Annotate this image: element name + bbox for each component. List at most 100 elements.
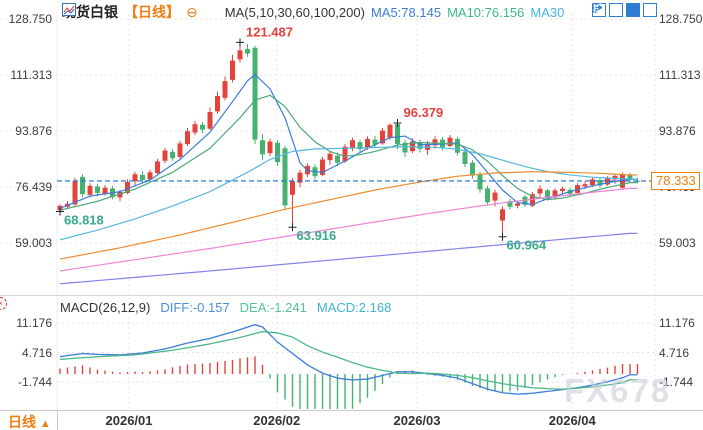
period-selector[interactable]: 日线 ▲ bbox=[8, 412, 51, 430]
ma10-legend: MA10:76.156 bbox=[447, 4, 525, 20]
candle-body bbox=[245, 49, 250, 54]
candle-body bbox=[395, 124, 400, 145]
macd-diff-value: DIFF:-0.157 bbox=[160, 300, 230, 315]
pane-divider[interactable] bbox=[0, 295, 703, 296]
candle-body bbox=[117, 191, 123, 198]
ma-line-ma30 bbox=[59, 146, 638, 241]
price-axis-label-left: 93.876 bbox=[15, 124, 52, 138]
candle-body bbox=[620, 173, 625, 188]
candle-body bbox=[500, 209, 505, 221]
price-axis-label-left: 59.003 bbox=[15, 236, 52, 250]
candle-body bbox=[80, 176, 85, 195]
candle-body bbox=[462, 151, 468, 165]
candle-body bbox=[522, 196, 528, 205]
macd-axis-label-left: 4.716 bbox=[21, 345, 52, 360]
candle-body bbox=[485, 188, 490, 203]
candle-body bbox=[372, 139, 378, 145]
candle-body bbox=[95, 186, 100, 193]
candle-body bbox=[185, 131, 190, 145]
period-selector-label: 日线 bbox=[8, 414, 36, 430]
macd-axis-label-right: 4.716 bbox=[659, 345, 690, 360]
macd-axis-label-left: -1.744 bbox=[17, 375, 52, 389]
candle-body bbox=[402, 142, 408, 153]
candle-body bbox=[447, 137, 453, 147]
price-axis-label-right: 128.750 bbox=[659, 12, 703, 26]
candle-body bbox=[380, 130, 385, 144]
candle-body bbox=[387, 124, 393, 138]
price-axis-label-left: 76.439 bbox=[15, 180, 52, 194]
zoom-out-chart-icon[interactable] bbox=[592, 3, 623, 17]
candle-body bbox=[192, 124, 198, 133]
macd-dea-line bbox=[59, 330, 638, 390]
candle-body bbox=[552, 190, 558, 198]
period-selector-arrow-icon: ▲ bbox=[39, 418, 51, 430]
price-annotation: 60.964 bbox=[507, 238, 548, 253]
candle-body bbox=[365, 138, 370, 148]
candle-body bbox=[275, 142, 280, 163]
candle-body bbox=[282, 148, 288, 206]
candle-body bbox=[102, 187, 108, 194]
price-axis-label-right: 59.003 bbox=[659, 236, 696, 250]
candle-body bbox=[170, 151, 175, 159]
ma-line-ma10 bbox=[59, 94, 638, 211]
watermark: FX678 bbox=[564, 372, 672, 409]
price-annotation: 68.818 bbox=[64, 212, 104, 227]
candle-body bbox=[140, 174, 145, 181]
indicator-chart-icon[interactable] bbox=[62, 3, 219, 20]
time-axis-divider bbox=[0, 410, 703, 411]
ma-line-ma100 bbox=[59, 187, 638, 272]
candle-body bbox=[147, 172, 153, 180]
chart-toolbar bbox=[592, 3, 657, 17]
collapse-indicator-icon[interactable]: ⊖ bbox=[186, 4, 198, 20]
candle-body bbox=[72, 181, 78, 205]
price-axis-label-right: 93.876 bbox=[659, 124, 696, 138]
candle-body bbox=[215, 95, 220, 112]
candle-body bbox=[237, 50, 243, 60]
candle-body bbox=[132, 174, 138, 182]
candle-body bbox=[207, 111, 213, 129]
price-axis-label-left: 111.313 bbox=[10, 68, 52, 82]
ma30-legend: MA30 bbox=[530, 4, 565, 20]
candle-body bbox=[537, 188, 543, 194]
candle-body bbox=[252, 47, 258, 140]
candle-body bbox=[627, 174, 633, 181]
price-annotation: 96.379 bbox=[404, 105, 444, 120]
candle-body bbox=[162, 150, 168, 161]
candle-body bbox=[87, 185, 93, 195]
time-axis-label: 2026/01 bbox=[105, 413, 153, 428]
candle-body bbox=[612, 175, 618, 180]
candle-body bbox=[290, 181, 295, 195]
ma-settings-label[interactable]: MA(5,10,30,60,100,200) bbox=[224, 4, 365, 20]
candle-body bbox=[470, 162, 475, 176]
macd-axis-label-right: 11.176 bbox=[659, 316, 695, 330]
macd-header: MACD(26,12,9) DIFF:-0.157 DEA:-1.241 MAC… bbox=[60, 300, 391, 315]
candle-body bbox=[342, 146, 348, 162]
candle-body bbox=[417, 142, 423, 149]
candle-body bbox=[177, 143, 183, 157]
candle-body bbox=[350, 140, 355, 148]
time-axis-label: 2026/03 bbox=[393, 413, 441, 428]
candle-body bbox=[597, 180, 603, 186]
candle-body bbox=[125, 181, 130, 193]
candle-body bbox=[200, 124, 205, 130]
candle-body bbox=[605, 178, 610, 185]
candle-body bbox=[530, 194, 535, 206]
ma5-legend: MA5:78.145 bbox=[370, 4, 442, 20]
time-axis-label: 2026/04 bbox=[548, 413, 596, 428]
candle-body bbox=[492, 192, 498, 201]
candle-body bbox=[455, 138, 460, 153]
zoom-in-chart-icon[interactable] bbox=[592, 3, 640, 17]
ma-line-ma60 bbox=[59, 171, 638, 260]
candle-body bbox=[545, 190, 550, 199]
candle-body bbox=[432, 139, 438, 146]
price-axis-label-right: 111.313 bbox=[659, 68, 701, 82]
candle-body bbox=[560, 188, 565, 191]
candle-body bbox=[582, 184, 588, 187]
macd-settings-label[interactable]: MACD(26,12,9) bbox=[60, 300, 151, 315]
time-axis-label: 2026/02 bbox=[253, 413, 301, 428]
candle-body bbox=[222, 81, 228, 98]
candle-body bbox=[477, 174, 483, 190]
exit-chart-icon[interactable] bbox=[592, 3, 657, 17]
